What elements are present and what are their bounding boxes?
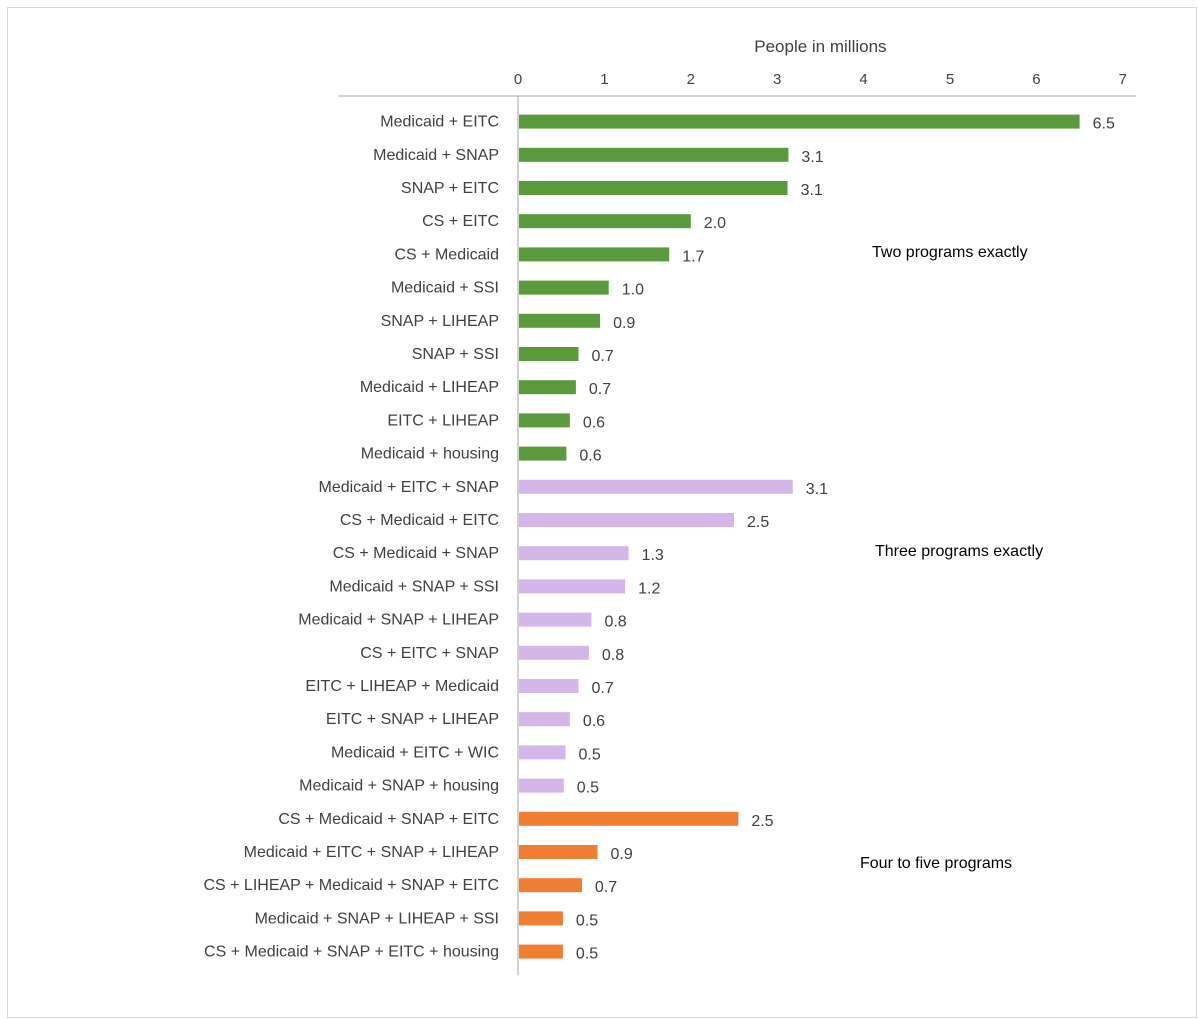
bar	[519, 911, 563, 926]
category-label: Medicaid + EITC + SNAP + LIHEAP	[244, 844, 499, 861]
x-tick-label: 1	[600, 71, 608, 88]
bar	[519, 679, 579, 693]
group-label: Two programs exactly	[872, 244, 1028, 261]
value-label: 1.7	[682, 248, 704, 265]
category-label: CS + Medicaid + EITC	[340, 512, 499, 529]
value-label: 0.8	[604, 614, 626, 631]
category-label: CS + LIHEAP + Medicaid + SNAP + EITC	[203, 877, 499, 894]
bar	[519, 612, 592, 627]
bar	[519, 181, 788, 195]
x-tick-label: 0	[514, 71, 522, 88]
category-label: SNAP + SSI	[412, 346, 499, 363]
value-label: 6.5	[1093, 116, 1115, 133]
x-tick-label: 3	[773, 71, 781, 88]
category-label: CS + EITC + SNAP	[360, 645, 499, 662]
bar	[519, 944, 563, 959]
bar-chart: People in millions 0 1 2 3 4 5 6 7 Medicaid + E…	[203, 37, 1136, 976]
value-label: 3.1	[801, 149, 823, 166]
bar	[519, 380, 576, 395]
x-tick-label: 2	[687, 71, 695, 88]
bar	[519, 845, 598, 859]
category-label: CS + Medicaid + SNAP	[333, 545, 499, 562]
bar	[519, 280, 609, 295]
x-tick-label: 5	[946, 71, 954, 88]
value-label: 0.5	[577, 780, 599, 797]
x-tick-labels: 0 1 2 3 4 5 6 7	[514, 71, 1127, 88]
value-label: 0.7	[591, 680, 613, 697]
value-labels: 6.53.13.12.01.71.00.90.70.70.60.63.12.51…	[576, 116, 1115, 963]
bar	[519, 513, 734, 527]
bar	[519, 745, 566, 760]
category-label: SNAP + EITC	[401, 180, 499, 197]
value-label: 2.0	[704, 215, 726, 232]
group-labels: Two programs exactly Three programs exact…	[860, 244, 1043, 872]
group-label: Three programs exactly	[875, 543, 1043, 560]
category-label: SNAP + LIHEAP	[381, 313, 499, 330]
value-label: 0.9	[613, 315, 635, 332]
bar	[519, 347, 579, 361]
value-label: 1.2	[638, 580, 660, 597]
category-label: Medicaid + SNAP + SSI	[329, 578, 499, 595]
value-label: 2.5	[751, 813, 773, 830]
group-label: Four to five programs	[860, 855, 1012, 872]
x-tick-label: 7	[1119, 71, 1127, 88]
x-axis-title: People in millions	[754, 37, 886, 56]
category-label: Medicaid + EITC + WIC	[331, 744, 499, 761]
value-label: 0.5	[576, 912, 598, 929]
chart-frame: People in millions 0 1 2 3 4 5 6 7 Medicaid + E…	[7, 7, 1197, 1018]
category-label: Medicaid + SNAP + LIHEAP	[298, 612, 499, 629]
category-label: Medicaid + SSI	[391, 280, 499, 297]
bar	[519, 214, 691, 229]
category-label: Medicaid + SNAP + LIHEAP + SSI	[255, 910, 499, 927]
bar	[519, 114, 1080, 129]
x-tick-label: 6	[1032, 71, 1040, 88]
category-label: Medicaid + LIHEAP	[360, 379, 499, 396]
bar	[519, 479, 793, 494]
category-label: EITC + LIHEAP + Medicaid	[305, 678, 499, 695]
value-label: 0.7	[595, 879, 617, 896]
bar	[519, 712, 570, 727]
category-label: CS + Medicaid + SNAP + EITC	[278, 811, 499, 828]
value-label: 1.3	[642, 547, 664, 564]
value-label: 0.7	[591, 348, 613, 365]
value-label: 0.6	[583, 414, 605, 431]
value-label: 0.7	[589, 381, 611, 398]
bar	[519, 247, 670, 262]
category-label: CS + Medicaid	[395, 246, 500, 263]
bar	[519, 645, 589, 660]
bar	[519, 413, 570, 428]
bar	[519, 579, 626, 594]
category-labels: Medicaid + EITC Medicaid + SNAP SNAP + EIT…	[203, 114, 499, 961]
x-tick-label: 4	[859, 71, 867, 88]
value-label: 0.8	[602, 647, 624, 664]
category-label: Medicaid + EITC + SNAP	[318, 479, 499, 496]
value-label: 0.6	[583, 713, 605, 730]
value-label: 1.0	[622, 282, 644, 299]
bar	[519, 147, 789, 162]
category-label: Medicaid + SNAP + housing	[299, 778, 499, 795]
category-label: Medicaid + housing	[361, 446, 499, 463]
bar	[519, 546, 629, 561]
category-label: EITC + LIHEAP	[387, 412, 499, 429]
bar	[519, 446, 567, 461]
bar	[519, 811, 739, 826]
category-label: Medicaid + EITC	[380, 114, 499, 131]
value-label: 0.5	[576, 946, 598, 963]
value-label: 0.9	[610, 846, 632, 863]
bar	[519, 313, 601, 328]
value-label: 0.6	[579, 448, 601, 465]
value-label: 2.5	[747, 514, 769, 531]
category-label: CS + Medicaid + SNAP + EITC + housing	[204, 944, 499, 961]
value-label: 3.1	[801, 182, 823, 199]
value-label: 3.1	[806, 481, 828, 498]
category-label: EITC + SNAP + LIHEAP	[326, 711, 499, 728]
category-label: CS + EITC	[422, 213, 499, 230]
bar	[519, 878, 582, 893]
bars	[519, 114, 1080, 959]
category-label: Medicaid + SNAP	[373, 147, 499, 164]
bar	[519, 778, 564, 793]
value-label: 0.5	[579, 746, 601, 763]
